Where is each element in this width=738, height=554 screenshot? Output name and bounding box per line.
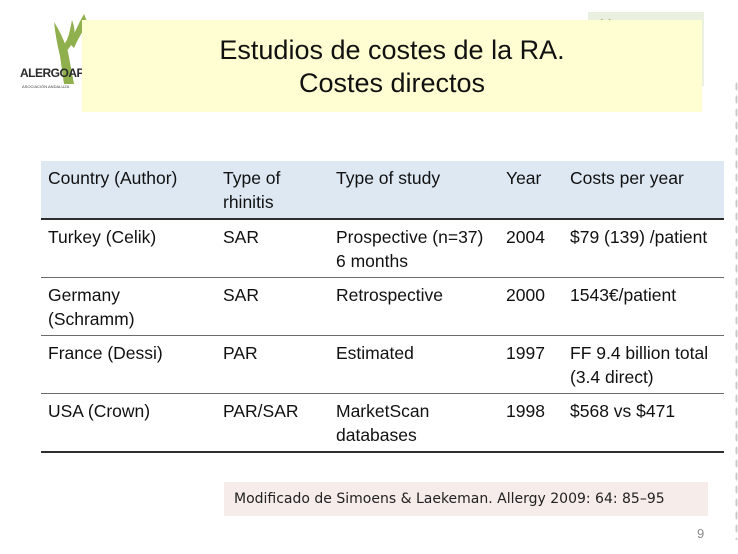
logo-subtitle: ASOCIACIÓN ANDALUZA <box>22 84 70 89</box>
header-year: Year <box>499 161 563 220</box>
cell-year: 1997 <box>499 335 563 394</box>
cell-rhinitis-type: SAR <box>216 277 329 336</box>
cell-country: France (Dessi) <box>41 335 216 394</box>
table-row: Germany (Schramm) SAR Retrospective 2000… <box>41 277 724 336</box>
cell-study-type: Estimated <box>329 335 499 394</box>
slide-title-box: Estudios de costes de la RA. Costes dire… <box>82 20 702 112</box>
cell-rhinitis-type: PAR/SAR <box>216 393 329 453</box>
cell-study-type: MarketScan databases <box>329 393 499 453</box>
page-number: 9 <box>697 526 705 541</box>
cell-rhinitis-type: SAR <box>216 219 329 278</box>
cell-study-type: Retrospective <box>329 277 499 336</box>
source-citation: Modificado de Simoens & Laekeman. Allerg… <box>224 482 708 516</box>
table-header-row: Country (Author) Type of rhinitis Type o… <box>41 161 724 220</box>
cell-year: 2004 <box>499 219 563 278</box>
cell-year: 1998 <box>499 393 563 453</box>
header-costs: Costs per year <box>563 161 724 220</box>
header-rhinitis-type: Type of rhinitis <box>216 161 329 220</box>
cell-rhinitis-type: PAR <box>216 335 329 394</box>
cell-costs: FF 9.4 billion total (3.4 direct) <box>563 335 724 394</box>
logo-wordmark: ALERGOAF <box>20 66 84 80</box>
table-row: Turkey (Celik) SAR Prospective (n=37) 6 … <box>41 219 724 278</box>
cell-country: USA (Crown) <box>41 393 216 453</box>
cell-study-type: Prospective (n=37) 6 months <box>329 219 499 278</box>
costs-table: Country (Author) Type of rhinitis Type o… <box>41 161 724 453</box>
header-country: Country (Author) <box>41 161 216 220</box>
slide-title-line2: Costes directos <box>298 68 486 98</box>
cell-country: Turkey (Celik) <box>41 219 216 278</box>
slide-title-line1: Estudios de costes de la RA. <box>219 35 565 65</box>
cell-costs: 1543€/patient <box>563 277 724 336</box>
cell-costs: $79 (139) /patient <box>563 219 724 278</box>
table-row: USA (Crown) PAR/SAR MarketScan databases… <box>41 393 724 453</box>
header-study-type: Type of study <box>329 161 499 220</box>
cell-costs: $568 vs $471 <box>563 393 724 453</box>
table-row: France (Dessi) PAR Estimated 1997 FF 9.4… <box>41 335 724 394</box>
decorative-dotted-border <box>735 80 738 540</box>
cell-country: Germany (Schramm) <box>41 277 216 336</box>
cell-year: 2000 <box>499 277 563 336</box>
